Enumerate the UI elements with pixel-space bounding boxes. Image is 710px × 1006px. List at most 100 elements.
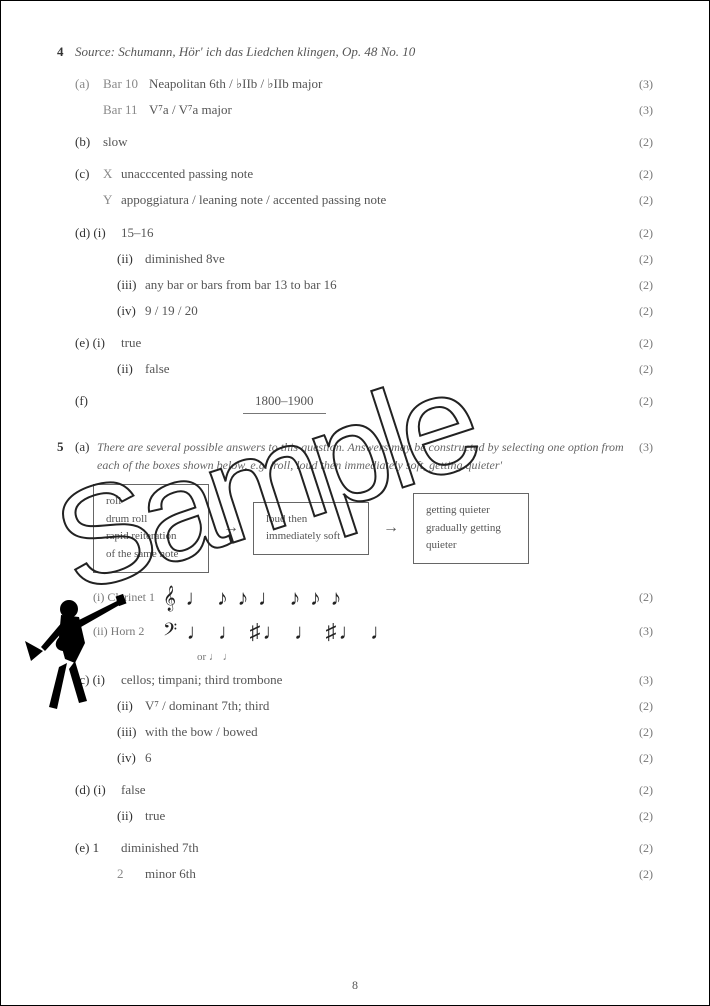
- q4b-marks: (2): [629, 132, 653, 152]
- x-answer: unacccented passing note: [121, 163, 629, 185]
- box-3: getting quieter gradually getting quiete…: [413, 493, 529, 564]
- box-1: roll drum roll rapid reiteration of the …: [93, 484, 209, 572]
- q5e-1-label: (e) 1: [75, 837, 121, 859]
- y-answer: appoggiatura / leaning note / accented p…: [121, 189, 629, 211]
- q4f: (f) 1800–1900 (2): [57, 390, 653, 414]
- bar10-answer: Neapolitan 6th / ♭IIb / ♭IIb major: [149, 73, 629, 95]
- q4e-ii: (ii) false (2): [57, 358, 653, 380]
- q5c-iii-marks: (2): [629, 722, 653, 742]
- q5d-ii: (ii) true (2): [57, 805, 653, 827]
- q5e-2-answer: minor 6th: [145, 863, 629, 885]
- q5c-ii: (ii) V⁷ / dominant 7th; third (2): [57, 695, 653, 717]
- q5c-i-answer: cellos; timpani; third trombone: [121, 669, 629, 691]
- q5a-instr: There are several possible answers to th…: [97, 438, 629, 474]
- q4b-answer: slow: [103, 131, 629, 153]
- q4d-iv-marks: (2): [629, 301, 653, 321]
- q4d-iv-answer: 9 / 19 / 20: [145, 300, 629, 322]
- q5c-i: (c) (i) cellos; timpani; third trombone …: [57, 669, 653, 691]
- q5d-ii-label: (ii): [117, 805, 145, 827]
- q5d-i-marks: (2): [629, 780, 653, 800]
- page: 4 Source: Schumann, Hör' ich das Liedche…: [1, 1, 709, 1005]
- arrow-icon: →: [223, 519, 239, 537]
- q4d-i: (d) (i) 15–16 (2): [57, 222, 653, 244]
- q5d-ii-marks: (2): [629, 806, 653, 826]
- q4-header: 4 Source: Schumann, Hör' ich das Liedche…: [57, 41, 653, 63]
- q4d-iii: (iii) any bar or bars from bar 13 to bar…: [57, 274, 653, 296]
- q4d-iii-answer: any bar or bars from bar 13 to bar 16: [145, 274, 629, 296]
- box3-l3: quieter: [426, 537, 516, 555]
- q5d-i-label: (d) (i): [75, 779, 121, 801]
- q4e-i: (e) (i) true (2): [57, 332, 653, 354]
- q4e-label: (e) (i): [75, 332, 121, 354]
- q4d-iii-label: (iii): [117, 274, 145, 296]
- q5b-i: (i) Clarinet 1 𝄞 ♩ ♪ ♪ ♩ ♪ ♪ ♪ (2): [93, 585, 653, 611]
- q4b: (b) slow (2): [57, 131, 653, 153]
- q4f-answer: 1800–1900: [243, 390, 326, 414]
- q4d-iv-label: (iv): [117, 300, 145, 322]
- box1-l3: rapid reiteration: [106, 528, 196, 546]
- q4e-i-marks: (2): [629, 333, 653, 353]
- horn-label: (ii) Horn 2: [93, 624, 163, 639]
- q5e-2-label: 2: [117, 863, 145, 885]
- box1-l2: drum roll: [106, 511, 196, 529]
- clarinet-label: (i) Clarinet 1: [93, 590, 163, 605]
- box2-l2: immediately soft: [266, 528, 356, 546]
- q5d-ii-answer: true: [145, 805, 629, 827]
- bar10-marks: (3): [629, 74, 653, 94]
- bar11-marks: (3): [629, 100, 653, 120]
- q5d-i-answer: false: [121, 779, 629, 801]
- q5c-ii-marks: (2): [629, 696, 653, 716]
- q4f-label: (f): [75, 390, 103, 412]
- box3-l1: getting quieter: [426, 502, 516, 520]
- q4c-y: Y appoggiatura / leaning note / accented…: [57, 189, 653, 211]
- q5e-1-answer: diminished 7th: [121, 837, 629, 859]
- y-marks: (2): [629, 190, 653, 210]
- q5e-2: 2 minor 6th (2): [57, 863, 653, 885]
- q5c-iii: (iii) with the bow / bowed (2): [57, 721, 653, 743]
- clarinet-notes: 𝄞 ♩ ♪ ♪ ♩ ♪ ♪ ♪: [163, 585, 344, 611]
- q5e-1: (e) 1 diminished 7th (2): [57, 837, 653, 859]
- q4d-i-answer: 15–16: [121, 222, 629, 244]
- q4f-marks: (2): [629, 391, 653, 411]
- q5d-i: (d) (i) false (2): [57, 779, 653, 801]
- box2-l1: loud then: [266, 511, 356, 529]
- q5c-ii-answer: V⁷ / dominant 7th; third: [145, 695, 629, 717]
- q4a-label: (a): [75, 73, 103, 95]
- q4d-iv: (iv) 9 / 19 / 20 (2): [57, 300, 653, 322]
- arrow-icon: →: [383, 519, 399, 537]
- box1-l1: roll: [106, 493, 196, 511]
- q5a: 5 (a) There are several possible answers…: [57, 436, 653, 474]
- q4d-ii-marks: (2): [629, 249, 653, 269]
- q5c-iv-answer: 6: [145, 747, 629, 769]
- q5c-ii-label: (ii): [117, 695, 145, 717]
- box-2: loud then immediately soft: [253, 502, 369, 555]
- box1-l4: of the same note: [106, 546, 196, 564]
- q4c-label: (c): [75, 163, 103, 185]
- page-number: 8: [1, 978, 709, 993]
- horn-or: or ♩ ♩: [197, 651, 653, 663]
- q4d-label: (d) (i): [75, 222, 121, 244]
- q5c-iii-label: (iii): [117, 721, 145, 743]
- q5e-1-marks: (2): [629, 838, 653, 858]
- x-marks: (2): [629, 164, 653, 184]
- q5b-i-marks: (2): [629, 590, 653, 605]
- q5c-iv-marks: (2): [629, 748, 653, 768]
- q4e-ii-marks: (2): [629, 359, 653, 379]
- q4d-i-marks: (2): [629, 223, 653, 243]
- q4e-ii-label: (ii): [117, 358, 145, 380]
- q4e-i-answer: true: [121, 332, 629, 354]
- q4e-ii-answer: false: [145, 358, 629, 380]
- q4d-ii-answer: diminished 8ve: [145, 248, 629, 270]
- q5c-iv: (iv) 6 (2): [57, 747, 653, 769]
- y-label: Y: [103, 189, 121, 211]
- answer-boxes: roll drum roll rapid reiteration of the …: [93, 484, 653, 572]
- bar11-answer: V⁷a / V⁷a major: [149, 99, 629, 121]
- q5b-ii-marks: (3): [629, 624, 653, 639]
- q5c-i-marks: (3): [629, 670, 653, 690]
- q4-source: Source: Schumann, Hör' ich das Liedchen …: [75, 41, 415, 63]
- box3-l2: gradually getting: [426, 520, 516, 538]
- q4d-ii: (ii) diminished 8ve (2): [57, 248, 653, 270]
- q5-number: 5: [57, 436, 75, 458]
- x-label: X: [103, 163, 121, 185]
- q5b-ii: (ii) Horn 2 𝄢 ♩ ♩ ♯♩ ♩ ♯♩ ♩ (3): [93, 619, 653, 645]
